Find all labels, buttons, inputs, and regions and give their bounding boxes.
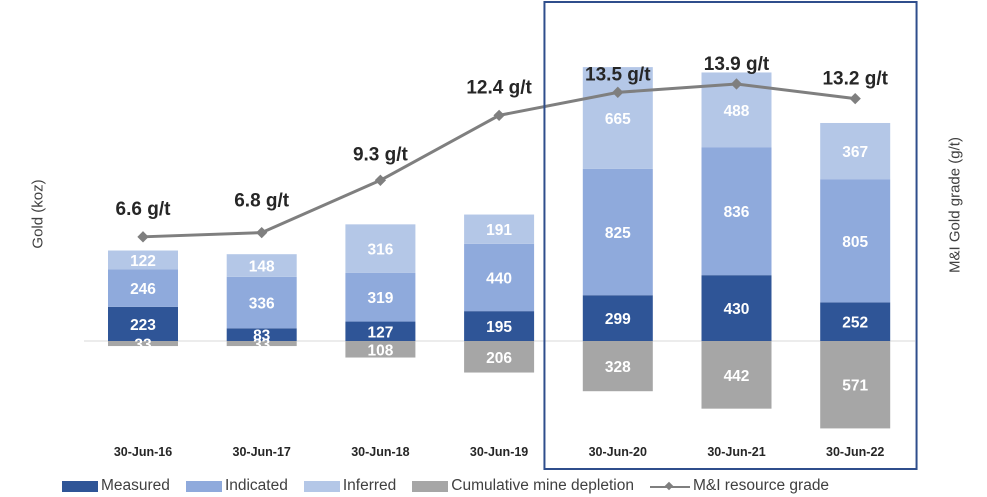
value-label-measured: 299 xyxy=(605,311,631,328)
legend-label-grade: M&I resource grade xyxy=(692,477,830,494)
bar-indicated xyxy=(345,272,416,322)
value-label-inferred: 665 xyxy=(605,111,631,128)
bar-measured xyxy=(820,302,891,341)
grade-label: 9.3 g/t xyxy=(353,144,409,165)
legend-label-inferred: Inferred xyxy=(342,477,397,494)
grade-marker xyxy=(137,231,149,243)
legend-label-measured: Measured xyxy=(101,477,170,494)
x-tick-label: 30-Jun-20 xyxy=(589,445,647,459)
highlight-box xyxy=(543,1,918,470)
bar-indicated xyxy=(582,168,653,296)
bar-measured xyxy=(345,321,416,341)
value-label-inferred: 148 xyxy=(249,259,275,276)
value-label-indicated: 246 xyxy=(130,281,156,298)
bar-indicated xyxy=(108,269,178,307)
value-label-cumulative-mine-depletion: 33 xyxy=(134,337,152,354)
legend-item-inferred: Inferred xyxy=(303,477,397,495)
x-axis: 30-Jun-16 30-Jun-17 30-Jun-18 30-Jun-19 30-J… xyxy=(114,445,885,459)
value-label-cumulative-mine-depletion: 108 xyxy=(367,342,393,359)
legend-line-grade xyxy=(649,481,690,492)
bar-indicated xyxy=(226,276,297,329)
grade-marker xyxy=(493,109,505,122)
legend-item-grade: M&I resource grade xyxy=(649,477,830,495)
x-tick-label: 30-Jun-18 xyxy=(351,445,409,459)
legend-swatch-measured xyxy=(62,480,98,492)
grade-marker xyxy=(849,92,861,105)
bar-cumulative-mine-depletion xyxy=(108,341,178,347)
y-axis-label-left: Gold (koz) xyxy=(29,179,47,249)
value-label-inferred: 367 xyxy=(842,144,868,161)
value-label-cumulative-mine-depletion: 206 xyxy=(486,350,512,367)
bar-indicated xyxy=(820,179,891,303)
bar-inferred xyxy=(820,122,891,180)
grade-label: 13.9 g/t xyxy=(704,54,770,75)
bar-cumulative-mine-depletion xyxy=(582,341,653,392)
x-tick-label: 30-Jun-21 xyxy=(707,445,765,459)
bar-cumulative-mine-depletion xyxy=(464,341,535,373)
bar-measured xyxy=(582,295,653,341)
value-label-indicated: 319 xyxy=(367,290,393,307)
value-label-cumulative-mine-depletion: 33 xyxy=(253,337,271,354)
y-axis-label-right: M&I Gold grade (g/t) xyxy=(946,137,964,273)
value-label-cumulative-mine-depletion: 571 xyxy=(842,378,868,395)
bar-measured xyxy=(226,328,297,341)
legend-item-depletion: Cumulative mine depletion xyxy=(412,477,634,495)
grade-label: 12.4 g/t xyxy=(466,77,532,98)
bar-indicated xyxy=(701,147,772,276)
grade-label: 13.5 g/t xyxy=(585,64,651,85)
value-label-measured: 252 xyxy=(842,315,868,332)
bar-inferred xyxy=(582,67,653,169)
value-label-inferred: 122 xyxy=(130,253,156,270)
bar-cumulative-mine-depletion xyxy=(226,341,297,347)
value-label-indicated: 836 xyxy=(724,204,750,221)
value-label-measured: 127 xyxy=(367,324,393,341)
bar-measured xyxy=(464,311,535,341)
bars-layer xyxy=(84,67,915,429)
value-label-cumulative-mine-depletion: 442 xyxy=(724,368,750,385)
value-labels-layer: 2232461223383336148331273193161081954401… xyxy=(130,103,868,395)
x-tick-label: 30-Jun-19 xyxy=(470,445,528,459)
x-tick-label: 30-Jun-22 xyxy=(826,445,884,459)
bar-indicated xyxy=(464,243,535,312)
legend-label-depletion: Cumulative mine depletion xyxy=(451,477,634,494)
grade-label: 13.2 g/t xyxy=(822,69,888,90)
bar-measured xyxy=(108,306,178,341)
grade-label: 6.6 g/t xyxy=(116,199,172,220)
value-label-measured: 83 xyxy=(253,328,271,345)
grade-label: 6.8 g/t xyxy=(234,191,290,212)
legend-label-indicated: Indicated xyxy=(224,477,288,494)
grade-line-layer: 6.6 g/t 6.8 g/t 9.3 g/t 12.4 g/t 13.5 g/t 13.… xyxy=(116,54,889,243)
value-label-indicated: 440 xyxy=(486,270,512,287)
value-label-inferred: 488 xyxy=(724,103,750,120)
legend-item-indicated: Indicated xyxy=(185,477,288,495)
legend-swatch-indicated xyxy=(185,480,222,492)
x-tick-label: 30-Jun-17 xyxy=(233,445,291,459)
value-label-indicated: 336 xyxy=(249,296,275,313)
x-tick-label: 30-Jun-16 xyxy=(114,445,172,459)
bar-measured xyxy=(701,275,772,341)
bar-cumulative-mine-depletion xyxy=(701,341,772,409)
value-label-indicated: 825 xyxy=(605,225,631,242)
bar-inferred xyxy=(345,224,416,273)
legend-item-measured: Measured xyxy=(62,477,170,495)
bar-inferred xyxy=(464,214,535,244)
value-label-cumulative-mine-depletion: 328 xyxy=(605,359,631,376)
bar-inferred xyxy=(108,250,178,270)
legend-swatch-depletion xyxy=(412,480,449,492)
bar-cumulative-mine-depletion xyxy=(345,341,416,358)
legend: Measured Indicated Inferred Cumulative m… xyxy=(62,475,845,497)
value-label-inferred: 191 xyxy=(486,222,512,239)
bar-cumulative-mine-depletion xyxy=(820,341,891,429)
highlight-box-layer xyxy=(543,1,918,470)
grade-marker xyxy=(374,174,387,186)
value-label-indicated: 805 xyxy=(842,234,868,251)
value-label-inferred: 316 xyxy=(367,242,393,259)
bar-inferred xyxy=(226,254,297,277)
value-label-measured: 195 xyxy=(486,319,512,336)
grade-marker xyxy=(256,226,268,239)
legend-swatch-inferred xyxy=(303,480,340,492)
value-label-measured: 223 xyxy=(130,317,156,334)
value-label-measured: 430 xyxy=(724,301,750,318)
